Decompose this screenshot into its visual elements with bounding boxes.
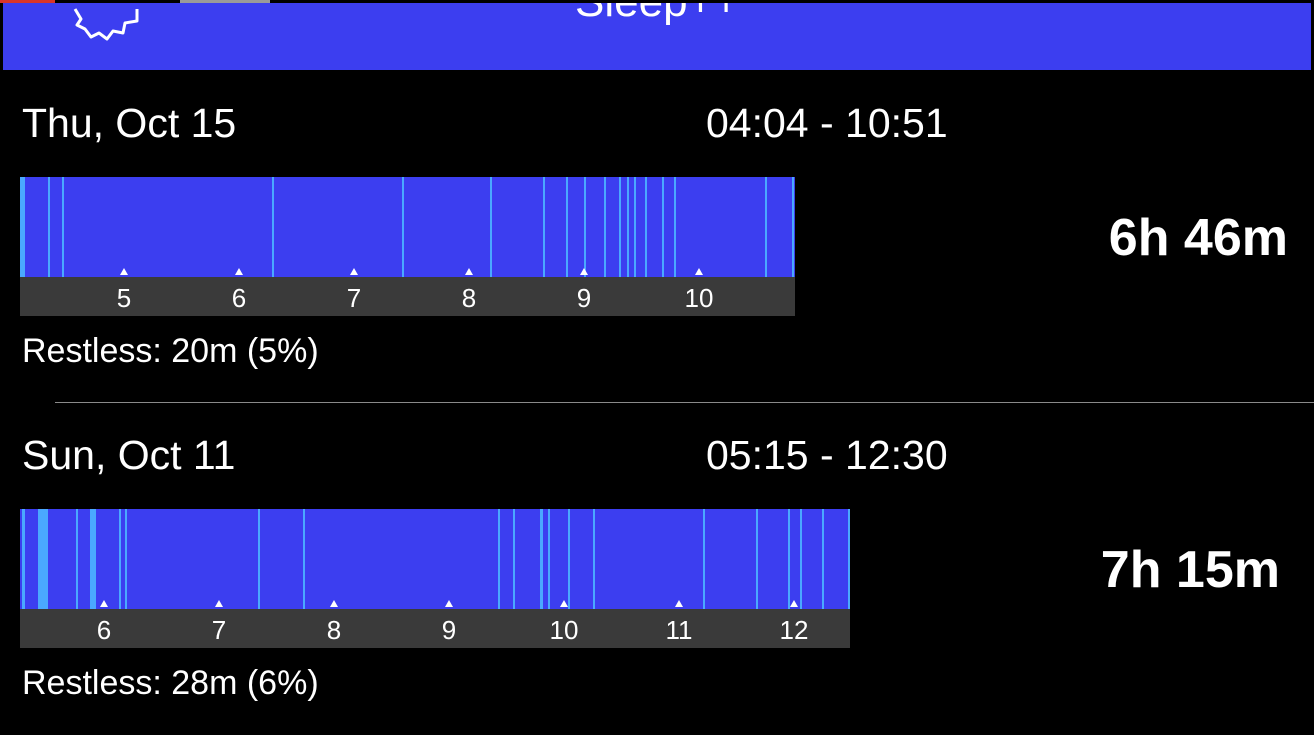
restless-stripe	[792, 177, 794, 277]
restless-stripe	[604, 177, 606, 277]
restless-stripe	[627, 177, 629, 277]
restless-stripe	[90, 509, 96, 609]
tick-marker	[445, 600, 453, 607]
sleep-fill	[20, 509, 850, 609]
restless-stripe	[584, 177, 586, 277]
tick-label: 6	[232, 283, 246, 313]
duration: 7h 15m	[1100, 541, 1280, 599]
time-range: 05:15 - 12:30	[706, 432, 948, 478]
hour-axis	[20, 609, 850, 648]
restless-stripe	[848, 509, 850, 609]
tick-marker	[580, 268, 588, 275]
restless-stripe	[756, 509, 758, 609]
restless-stripe	[566, 177, 568, 277]
restless-stripe	[119, 509, 121, 609]
tick-label: 9	[442, 615, 456, 645]
restless: Restless: 20m (5%)	[22, 332, 319, 370]
restless-stripe	[125, 509, 127, 609]
restless-stripe	[76, 509, 78, 609]
restless-stripe	[543, 177, 545, 277]
tick-marker	[350, 268, 358, 275]
restless-stripe	[800, 509, 802, 609]
tick-marker	[330, 600, 338, 607]
sleep-fill	[20, 177, 795, 277]
restless-stripe	[402, 177, 404, 277]
restless: Restless: 28m (6%)	[22, 664, 319, 702]
restless-stripe	[303, 509, 305, 609]
tick-marker	[695, 268, 703, 275]
restless-stripe	[22, 509, 25, 609]
tick-label: 10	[550, 615, 579, 645]
tick-label: 10	[685, 283, 714, 313]
settings-icon[interactable]	[65, 3, 155, 43]
restless-stripe	[258, 509, 260, 609]
entry-date: Thu, Oct 15	[22, 100, 237, 146]
restless-stripe	[490, 177, 492, 277]
restless-stripe	[662, 177, 664, 277]
entry-date: Sun, Oct 11	[22, 432, 236, 478]
sleep-bar: 6 7 8 9 10 11 12	[20, 509, 850, 648]
app-title: Sleep++	[3, 3, 1311, 27]
restless-stripe	[788, 509, 790, 609]
restless-stripe	[272, 177, 274, 277]
restless-stripe	[822, 509, 824, 609]
restless-stripe	[498, 509, 500, 609]
tick-marker	[465, 268, 473, 275]
restless-stripe	[634, 177, 636, 277]
tick-label: 7	[212, 615, 226, 645]
restless-stripe	[645, 177, 647, 277]
status-bit	[0, 0, 55, 3]
tick-label: 7	[347, 283, 361, 313]
sleep-bar: 5 6 7 8 9 10	[20, 177, 795, 316]
restless-stripe	[48, 177, 50, 277]
tick-marker	[560, 600, 568, 607]
restless-stripe	[593, 509, 595, 609]
restless-stripe	[619, 177, 621, 277]
time-range: 04:04 - 10:51	[706, 100, 948, 146]
sleep-entry[interactable]: Thu, Oct 15 04:04 - 10:51 6h 46m 5 6 7 8 9 10…	[0, 0, 1314, 370]
restless-stripe	[540, 509, 543, 609]
restless-stripe	[513, 509, 515, 609]
status-bit	[180, 0, 270, 3]
tick-label: 8	[327, 615, 341, 645]
duration: 6h 46m	[1108, 209, 1288, 267]
restless-stripe	[765, 177, 767, 277]
hour-axis	[20, 277, 795, 316]
tick-label: 5	[117, 283, 131, 313]
restless-stripe	[674, 177, 676, 277]
tick-label: 12	[780, 615, 809, 645]
tick-label: 8	[462, 283, 476, 313]
restless-stripe	[703, 509, 705, 609]
tick-marker	[790, 600, 798, 607]
sleep-entry[interactable]: Sun, Oct 11 05:15 - 12:30 7h 15m 6 7 8 9 10 1…	[0, 332, 1314, 702]
restless-stripe	[20, 177, 25, 277]
restless-stripe	[568, 509, 570, 609]
nav-bar: Sleep++	[3, 3, 1311, 70]
tick-label: 9	[577, 283, 591, 313]
tick-label: 6	[97, 615, 111, 645]
restless-stripe	[38, 509, 48, 609]
restless-stripe	[548, 509, 550, 609]
tick-marker	[120, 268, 128, 275]
tick-marker	[215, 600, 223, 607]
tick-marker	[100, 600, 108, 607]
tick-marker	[675, 600, 683, 607]
restless-stripe	[62, 177, 64, 277]
tick-label: 11	[666, 615, 693, 645]
tick-marker	[235, 268, 243, 275]
separator	[55, 402, 1314, 403]
